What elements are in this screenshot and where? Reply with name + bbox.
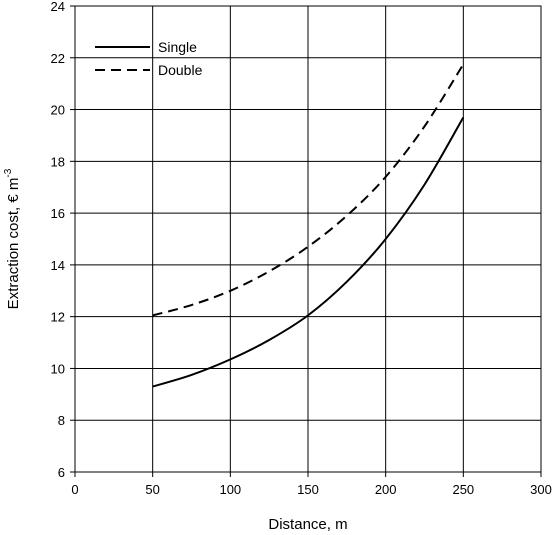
y-tick-label: 20 <box>51 103 65 118</box>
y-tick-label: 22 <box>51 51 65 66</box>
y-tick-label: 24 <box>51 0 65 14</box>
y-tick-label: 10 <box>51 361 65 376</box>
y-tick-label: 6 <box>58 465 65 480</box>
x-tick-label: 300 <box>530 482 552 497</box>
x-axis-label: Distance, m <box>268 516 347 533</box>
y-axis-label: Extraction cost, € m-3 <box>3 168 22 309</box>
y-tick-label: 14 <box>51 258 65 273</box>
y-tick-label: 12 <box>51 310 65 325</box>
legend-label-double: Double <box>158 62 203 78</box>
series-line-single <box>152 116 465 388</box>
x-tick-label: 150 <box>297 482 319 497</box>
y-tick-label: 18 <box>51 154 65 169</box>
y-axis-ticks: 6 8 10 12 14 16 18 20 22 24 <box>51 0 75 480</box>
series-group <box>152 63 465 388</box>
y-axis-label-sup: -3 <box>3 168 14 177</box>
x-tick-label: 250 <box>452 482 474 497</box>
grid <box>74 5 542 473</box>
x-tick-label: 0 <box>71 482 78 497</box>
legend: Single Double <box>95 39 203 78</box>
y-tick-label: 8 <box>58 413 65 428</box>
x-tick-label: 50 <box>145 482 159 497</box>
x-tick-label: 100 <box>219 482 241 497</box>
x-tick-label: 200 <box>375 482 397 497</box>
legend-label-single: Single <box>158 39 197 55</box>
series-line-double <box>152 63 465 317</box>
x-axis-ticks: 0 50 100 150 200 250 300 <box>71 472 552 497</box>
y-tick-label: 16 <box>51 206 65 221</box>
y-axis-label-main: Extraction cost, € m <box>5 178 22 310</box>
